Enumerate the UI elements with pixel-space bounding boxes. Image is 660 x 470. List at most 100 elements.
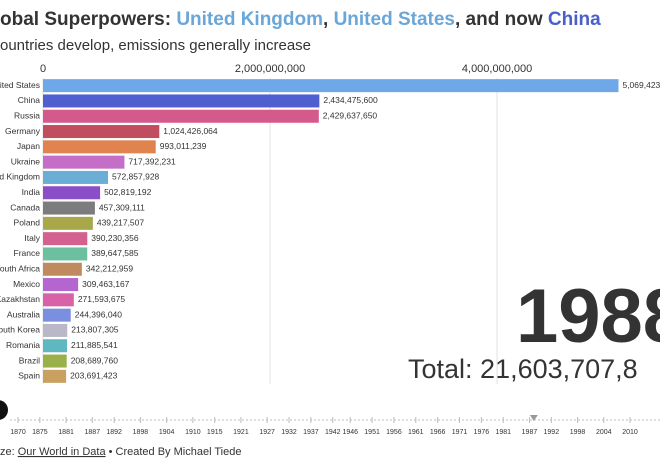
value-label: 2,434,475,600 [323,95,378,105]
timeline-label: 1927 [259,429,275,436]
bar [43,79,619,93]
bar [43,232,88,246]
value-label: 572,857,928 [112,172,160,182]
timeline-label: 2010 [622,429,638,436]
category-label: Poland [14,218,41,228]
value-label: 502,819,192 [104,187,152,197]
timeline-label: 1910 [185,429,201,436]
timeline: 1870 1875 1881 1887 1892 1898 1904 1910 1915 1921… [10,415,660,436]
x-tick-label: 4,000,000,000 [462,63,532,75]
title-part: United States [334,9,455,30]
value-label: 390,230,356 [91,233,139,243]
category-label: Russia [14,111,40,121]
bar [43,293,74,307]
bar [43,262,82,276]
category-label: France [14,248,41,258]
timeline-label: 1887 [85,429,101,436]
timeline-label: 1881 [58,429,74,436]
category-label: ited States [0,80,40,90]
value-label: 244,396,040 [75,309,123,319]
value-label: 389,647,585 [91,248,139,258]
timeline-label: 1937 [303,429,319,436]
bar [43,94,320,108]
timeline-label: 1956 [386,429,402,436]
timeline-label: 1942 [325,429,341,436]
category-label: China [18,95,40,105]
timeline-label: 1992 [544,429,560,436]
title-part: United Kingdom [176,9,323,30]
timeline-label: 1971 [452,429,468,436]
value-label: 211,885,541 [71,340,118,350]
timeline-label: 1976 [474,429,490,436]
bar [43,140,156,154]
timeline-label: 1932 [281,429,297,436]
value-label: 213,807,305 [71,325,119,335]
category-label: Canada [10,202,40,212]
timeline-label: 1998 [570,429,586,436]
title-part: China [548,9,601,30]
bar [43,354,67,368]
timeline-label: 1898 [133,429,149,436]
value-label: 271,593,675 [78,294,126,304]
value-label: 993,011,239 [160,141,207,151]
category-label: Italy [24,233,40,243]
category-label: Australia [7,309,40,319]
source-link[interactable]: Our World in Data [18,446,107,458]
timeline-label: 1904 [159,429,175,436]
bar [43,247,88,261]
timeline-marker [529,415,538,421]
title-part: obal Superpowers: [0,9,176,30]
timeline-label: 1946 [342,429,358,436]
bar [43,216,93,230]
value-label: 309,463,167 [82,279,130,289]
timeline-label: 1915 [207,429,223,436]
bar [43,278,79,292]
bar [43,323,68,337]
value-label: 1,024,426,064 [163,126,218,136]
timeline-label: 1987 [522,429,538,436]
timeline-label: 1951 [364,429,380,436]
value-label: 342,212,959 [86,264,134,274]
source: ze: Our World in Data • Created By Micha… [0,446,241,458]
bar [43,339,68,353]
value-label: 2,429,637,650 [323,111,378,121]
bar [43,308,71,322]
year-display: 1988 [516,274,660,359]
bar [43,125,160,139]
source-text: ze: [0,446,18,458]
chart-title: obal Superpowers: United Kingdom, United… [0,9,601,30]
category-label: Mexico [13,279,40,289]
value-label: 457,309,111 [99,202,145,212]
bar [43,170,109,184]
category-label: Brazil [19,355,40,365]
timeline-label: 1921 [233,429,249,436]
play-button[interactable] [0,400,8,420]
total-label: Total: 21,603,707,8 [408,354,638,384]
value-label: 439,217,507 [97,218,145,228]
category-label: outh Africa [0,264,40,274]
timeline-label: 2004 [596,429,612,436]
timeline-label: 1981 [495,429,511,436]
category-label: outh Korea [0,325,40,335]
category-label: Romania [6,340,40,350]
timeline-label: 1966 [430,429,446,436]
category-label: Germany [5,126,41,136]
timeline-label: 1892 [106,429,122,436]
bar [43,201,95,215]
bar [43,186,101,200]
bar [43,155,125,169]
timeline-label: 1961 [408,429,424,436]
value-label: 203,691,423 [70,371,118,381]
title-part: , [323,9,334,30]
source-text: • Created By Michael Tiede [106,446,242,458]
bar [43,109,319,123]
value-label: 5,069,423,512 [622,80,660,90]
timeline-label: 1875 [32,429,48,436]
x-tick-label: 0 [40,63,46,75]
chart-subtitle: ountries develop, emissions generally in… [0,37,311,54]
category-label: Spain [18,371,40,381]
category-label: India [22,187,41,197]
bar [43,369,67,383]
title-part: , and now [455,9,548,30]
